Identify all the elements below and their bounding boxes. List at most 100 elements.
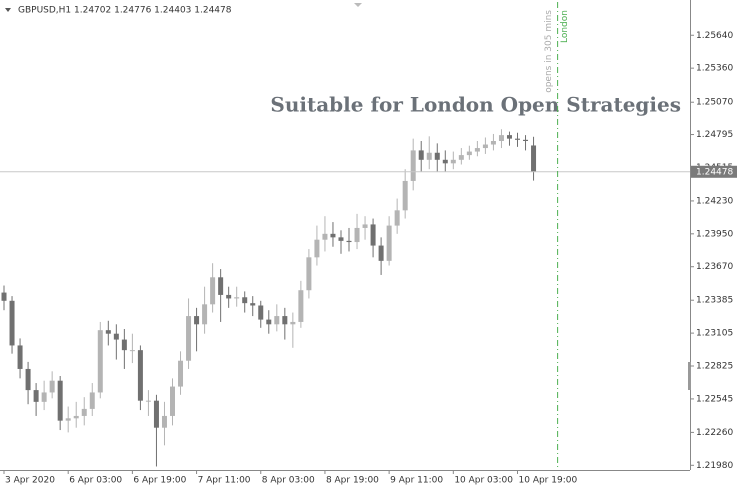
candle-body (33, 390, 39, 402)
y-tick-label: 1.22260 (696, 428, 733, 438)
candle-body (290, 321, 296, 325)
candle-body (65, 418, 71, 421)
candle-body (57, 380, 63, 421)
candle-body (210, 277, 216, 305)
candle-body (137, 350, 143, 401)
candle-body (258, 305, 264, 320)
candle-body (1, 292, 7, 301)
candle-body (370, 224, 376, 246)
candle-body (178, 360, 184, 387)
candle-body (17, 345, 23, 369)
scroll-marker (354, 3, 362, 7)
candle-body (298, 290, 304, 322)
x-tick-label: 10 Apr 03:00 (454, 476, 513, 486)
y-tick-label: 1.24795 (696, 130, 733, 140)
x-tick-label: 6 Apr 19:00 (133, 476, 186, 486)
candle-body (442, 159, 448, 164)
candle-body (242, 297, 248, 304)
x-tick-label: 3 Apr 2020 (5, 476, 55, 486)
chart-header: GBPUSD,H1 1.24702 1.24776 1.24403 1.2447… (18, 6, 232, 16)
candle-body (450, 159, 456, 164)
candle-body (145, 400, 151, 402)
candle-body (170, 386, 175, 416)
candle-body (474, 148, 480, 152)
y-tick-label: 1.21980 (696, 461, 733, 471)
y-tick-label: 1.23105 (696, 329, 733, 339)
y-tick-label: 1.25070 (696, 98, 733, 108)
candle-body (113, 333, 119, 340)
y-tick-label: 1.23385 (696, 296, 733, 306)
candle-body (161, 415, 167, 428)
session-label: London (560, 10, 570, 43)
candle-body (306, 257, 312, 291)
candle-body (322, 233, 328, 240)
y-tick-label: 1.25360 (696, 64, 733, 74)
y-tick-label: 1.22825 (696, 362, 733, 372)
candle-body (378, 245, 384, 261)
candle-body (121, 339, 127, 351)
candle-body (354, 227, 360, 243)
candle-body (97, 330, 103, 393)
candle-body (386, 225, 392, 261)
candle-body (274, 316, 280, 325)
candle-body (426, 152, 432, 160)
candle-body (250, 303, 256, 306)
candle-body (186, 316, 192, 361)
y-tick-label: 1.25640 (696, 31, 733, 41)
candle-body (129, 350, 135, 352)
y-tick-label: 1.23670 (696, 262, 733, 272)
candle-body (194, 316, 200, 325)
candle-body (466, 151, 472, 156)
candle-body (458, 155, 464, 160)
candle-body (202, 304, 208, 325)
candle-body (153, 400, 159, 428)
candle-body (218, 277, 224, 295)
x-tick-label: 9 Apr 11:00 (390, 476, 443, 486)
candle-body (234, 297, 240, 299)
candle-body (490, 141, 496, 145)
candle-body (338, 237, 344, 241)
x-tick-label: 8 Apr 03:00 (262, 476, 315, 486)
candle-body (25, 368, 31, 391)
candle-body (346, 240, 352, 243)
candle-body (482, 144, 488, 149)
candle-body (515, 138, 520, 140)
x-tick-label: 6 Apr 03:00 (69, 476, 122, 486)
annotation: Suitable for London Open Strategies (270, 93, 681, 117)
y-tick-label: 1.24230 (696, 196, 733, 206)
candle-body (49, 380, 55, 393)
scroll-handle (688, 362, 691, 390)
candle-body (330, 233, 336, 238)
y-tick-label: 1.23950 (696, 229, 733, 239)
current-price-box (691, 165, 737, 178)
candle-body (394, 210, 400, 226)
candle-body (402, 180, 408, 211)
candle-body (226, 294, 232, 299)
candle-body (81, 408, 87, 416)
candle-body (418, 150, 424, 160)
candle-body (41, 392, 47, 402)
candle-body (282, 316, 288, 325)
y-tick-label: 1.22545 (696, 394, 733, 404)
x-tick-label: 8 Apr 19:00 (326, 476, 379, 486)
candle-body (531, 145, 537, 172)
candle-body (410, 150, 416, 181)
x-tick-label: 7 Apr 11:00 (198, 476, 251, 486)
candle-body (314, 239, 320, 258)
candle-body (362, 224, 368, 228)
candle-body (9, 300, 15, 346)
candle-body (73, 415, 79, 419)
session-note: opens in 305 mins (544, 10, 554, 93)
candle-body (105, 330, 111, 334)
candle-body (89, 392, 95, 409)
candle-body (523, 139, 529, 141)
current-price-label: 1.24478 (696, 167, 733, 177)
candle-body (506, 135, 512, 139)
menu-triangle (5, 8, 11, 12)
candle-body (266, 319, 272, 325)
candle-body (498, 135, 504, 141)
x-tick-label: 10 Apr 19:00 (519, 476, 578, 486)
candle-body (434, 152, 440, 160)
